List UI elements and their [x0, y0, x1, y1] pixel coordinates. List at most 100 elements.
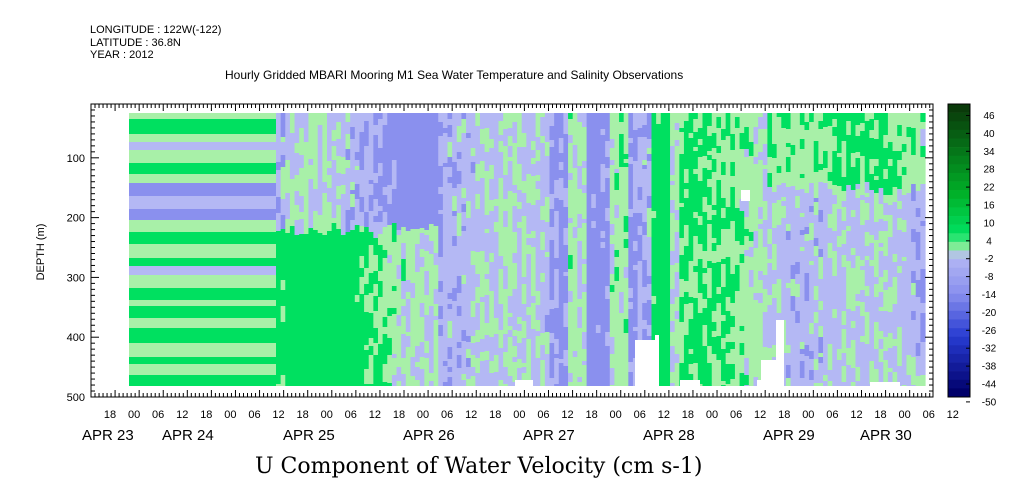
x-tick-label: 18 [297, 409, 309, 421]
colorbar-bin [948, 328, 970, 337]
colorbar-bin [948, 345, 970, 355]
colorbar-bin [948, 293, 970, 303]
x-tick-label: 06 [634, 409, 646, 421]
colorbar-bin [948, 259, 970, 269]
colorbar-bin [948, 164, 970, 174]
longitude-label: LONGITUDE : 122W(-122) [90, 24, 222, 36]
x-tick-label: 18 [778, 409, 790, 421]
x-tick-label: 00 [899, 409, 911, 421]
x-tick-label: 00 [513, 409, 525, 421]
colorbar-bin [948, 388, 970, 398]
x-tick-label: 12 [754, 409, 766, 421]
colorbar-bin [948, 104, 970, 113]
colorbar-bin [948, 267, 970, 277]
colorbar-label: 46 [983, 111, 995, 122]
y-tick-label: 400 [67, 332, 85, 344]
colorbar-label: -32 [982, 344, 997, 355]
x-tick-label: 00 [706, 409, 718, 421]
x-date-label: APR 30 [860, 427, 912, 444]
x-tick-label: 12 [947, 409, 959, 421]
y-tick-label: 100 [67, 153, 85, 165]
x-date-label: APR 25 [283, 427, 335, 444]
x-tick-label: 12 [561, 409, 573, 421]
colorbar-label: 4 [986, 236, 992, 247]
y-axis-label: DEPTH (m) [35, 224, 47, 281]
colorbar-bin [948, 284, 970, 294]
colorbar-label: -26 [982, 326, 997, 337]
colorbar-label: 10 [983, 218, 995, 229]
y-tick-label: 200 [67, 213, 85, 225]
x-tick-label: 18 [585, 409, 597, 421]
colorbar: 46 40 34 28 22 16 10 4 -2 -8 -14 -20 -26 -32 -38 -44 -50 [947, 103, 997, 408]
x-tick-label: 00 [610, 409, 622, 421]
colorbar-bin [948, 319, 970, 329]
colorbar-bin [948, 121, 970, 131]
colorbar-bin [948, 190, 970, 200]
x-tick-label: 18 [682, 409, 694, 421]
x-tick-label: 00 [128, 409, 140, 421]
colorbar-bin [948, 362, 970, 372]
x-tick-label: 06 [923, 409, 935, 421]
x-tick-label: 12 [272, 409, 284, 421]
x-tick-label: 18 [104, 409, 116, 421]
colorbar-label: -14 [982, 290, 997, 301]
colorbar-bin [948, 233, 970, 243]
colorbar-bin [948, 129, 970, 139]
x-tick-label: 06 [826, 409, 838, 421]
metadata-block: LONGITUDE : 122W(-122) LATITUDE : 36.8N … [90, 24, 221, 62]
colorbar-bin [948, 112, 970, 122]
colorbar-bin [948, 207, 970, 217]
colorbar-bin [948, 250, 970, 260]
x-tick-label: 00 [417, 409, 429, 421]
colorbar-bin [948, 198, 970, 208]
x-tick-label: 00 [224, 409, 236, 421]
x-tick-label: 06 [152, 409, 164, 421]
colorbar-label: -44 [982, 380, 997, 391]
colorbar-bin [948, 155, 970, 165]
x-tick-label: 18 [393, 409, 405, 421]
latitude-label: LATITUDE : 36.8N [90, 36, 181, 49]
x-date-label: APR 26 [403, 427, 455, 444]
x-tick-label: 06 [345, 409, 357, 421]
y-tick-label: 300 [67, 272, 85, 284]
x-tick-label: 06 [537, 409, 549, 421]
x-date-label: APR 24 [162, 427, 214, 444]
x-date-label: APR 27 [523, 427, 575, 444]
colorbar-label: 34 [983, 147, 995, 158]
x-axis: 18 00 06 12 18 00 06 12 18 00 06 12 18 00 06 12 18 00 06 12… [82, 104, 959, 444]
x-tick-label: 18 [489, 409, 501, 421]
x-tick-label: 12 [176, 409, 188, 421]
colorbar-label: -2 [985, 254, 994, 265]
x-tick-label: 00 [802, 409, 814, 421]
colorbar-bin [948, 241, 970, 251]
colorbar-bin [948, 172, 970, 182]
x-tick-label: 12 [850, 409, 862, 421]
x-tick-label: 06 [730, 409, 742, 421]
x-tick-label: 12 [658, 409, 670, 421]
x-axis-title: U Component of Water Velocity (cm s-1) [255, 454, 703, 479]
x-tick-label: 18 [874, 409, 886, 421]
x-tick-label: 18 [200, 409, 212, 421]
x-date-label: APR 28 [643, 427, 695, 444]
colorbar-label: 16 [983, 201, 995, 212]
colorbar-bin [948, 336, 970, 346]
colorbar-label: -38 [982, 362, 997, 373]
y-tick-label: 500 [67, 392, 85, 404]
colorbar-bin [948, 147, 970, 157]
chart-title: Hourly Gridded MBARI Mooring M1 Sea Wate… [225, 68, 684, 82]
x-tick-label: 12 [465, 409, 477, 421]
colorbar-label: 28 [983, 165, 995, 176]
y-axis: 100 200 300 400 500 [67, 109, 933, 404]
colorbar-label: -20 [982, 308, 997, 319]
heatmap-field [129, 113, 926, 390]
colorbar-bin [948, 353, 970, 363]
colorbar-label: -50 [982, 397, 997, 408]
x-tick-label: 00 [321, 409, 333, 421]
x-date-label: APR 23 [82, 427, 134, 444]
colorbar-label: 22 [983, 183, 995, 194]
colorbar-bin [948, 224, 970, 234]
x-date-label: APR 29 [763, 427, 815, 444]
colorbar-bin [948, 310, 970, 320]
colorbar-bin [948, 181, 970, 191]
